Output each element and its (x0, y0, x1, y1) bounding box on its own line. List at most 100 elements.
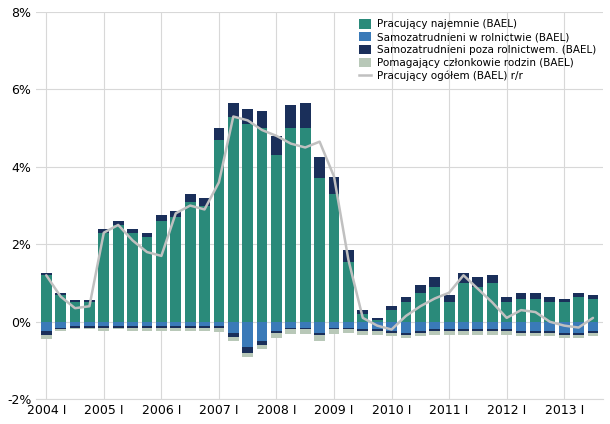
Bar (170, 328, 181, 332)
Bar (458, 283, 469, 322)
Bar (487, 283, 498, 322)
Bar (371, 329, 382, 332)
Bar (285, 322, 296, 328)
Bar (515, 332, 526, 333)
Bar (41, 322, 52, 332)
Bar (228, 103, 239, 117)
Bar (113, 322, 124, 326)
Bar (386, 332, 397, 333)
Bar (487, 329, 498, 332)
Bar (371, 322, 382, 329)
Bar (501, 296, 512, 302)
Bar (127, 229, 138, 233)
Bar (473, 287, 483, 322)
Bar (443, 302, 454, 322)
Bar (343, 328, 354, 329)
Bar (228, 333, 239, 337)
Bar (415, 333, 426, 337)
Bar (559, 298, 570, 302)
Bar (84, 302, 95, 322)
Bar (545, 322, 555, 332)
Bar (458, 329, 469, 332)
Bar (242, 347, 253, 353)
Bar (70, 326, 81, 328)
Bar (285, 128, 296, 322)
Bar (271, 332, 282, 333)
Bar (285, 329, 296, 334)
Bar (487, 322, 498, 329)
Bar (545, 296, 555, 302)
Bar (443, 332, 454, 335)
Bar (587, 333, 598, 337)
Bar (98, 229, 109, 233)
Bar (156, 221, 167, 322)
Bar (70, 302, 81, 322)
Bar (473, 322, 483, 329)
Bar (371, 332, 382, 335)
Legend: Pracujący najemnie (BAEL), Samozatrudnieni w rolnictwie (BAEL), Samozatrudnieni : Pracujący najemnie (BAEL), Samozatrudnie… (357, 17, 598, 83)
Bar (56, 328, 66, 329)
Bar (314, 157, 325, 179)
Bar (98, 233, 109, 322)
Bar (228, 117, 239, 322)
Bar (545, 333, 555, 337)
Bar (515, 298, 526, 322)
Bar (573, 322, 584, 333)
Bar (242, 353, 253, 357)
Bar (98, 322, 109, 326)
Bar (587, 322, 598, 332)
Bar (199, 328, 210, 331)
Bar (199, 206, 210, 322)
Bar (257, 341, 267, 345)
Bar (84, 301, 95, 302)
Bar (242, 124, 253, 322)
Bar (41, 275, 52, 322)
Bar (314, 179, 325, 322)
Bar (443, 329, 454, 332)
Bar (371, 320, 382, 322)
Bar (530, 332, 541, 333)
Bar (127, 322, 138, 326)
Bar (473, 277, 483, 287)
Bar (458, 322, 469, 329)
Bar (515, 333, 526, 337)
Bar (386, 310, 397, 322)
Bar (401, 322, 411, 333)
Bar (242, 109, 253, 124)
Bar (515, 322, 526, 332)
Bar (185, 328, 196, 331)
Bar (142, 237, 152, 322)
Bar (371, 318, 382, 320)
Bar (127, 326, 138, 328)
Bar (142, 322, 152, 326)
Bar (257, 111, 267, 128)
Bar (329, 176, 339, 194)
Bar (156, 326, 167, 328)
Bar (285, 105, 296, 128)
Bar (357, 314, 368, 322)
Bar (545, 302, 555, 322)
Bar (530, 293, 541, 298)
Bar (170, 212, 181, 217)
Bar (271, 333, 282, 338)
Bar (185, 322, 196, 326)
Bar (98, 326, 109, 328)
Bar (257, 322, 267, 341)
Bar (343, 250, 354, 262)
Bar (573, 333, 584, 335)
Bar (415, 332, 426, 333)
Bar (142, 233, 152, 237)
Bar (185, 194, 196, 202)
Bar (530, 333, 541, 337)
Bar (487, 275, 498, 283)
Bar (214, 326, 224, 328)
Bar (443, 322, 454, 329)
Bar (386, 306, 397, 310)
Bar (501, 302, 512, 322)
Bar (41, 332, 52, 335)
Bar (199, 322, 210, 326)
Bar (429, 329, 440, 332)
Bar (473, 332, 483, 335)
Bar (343, 329, 354, 333)
Bar (271, 155, 282, 322)
